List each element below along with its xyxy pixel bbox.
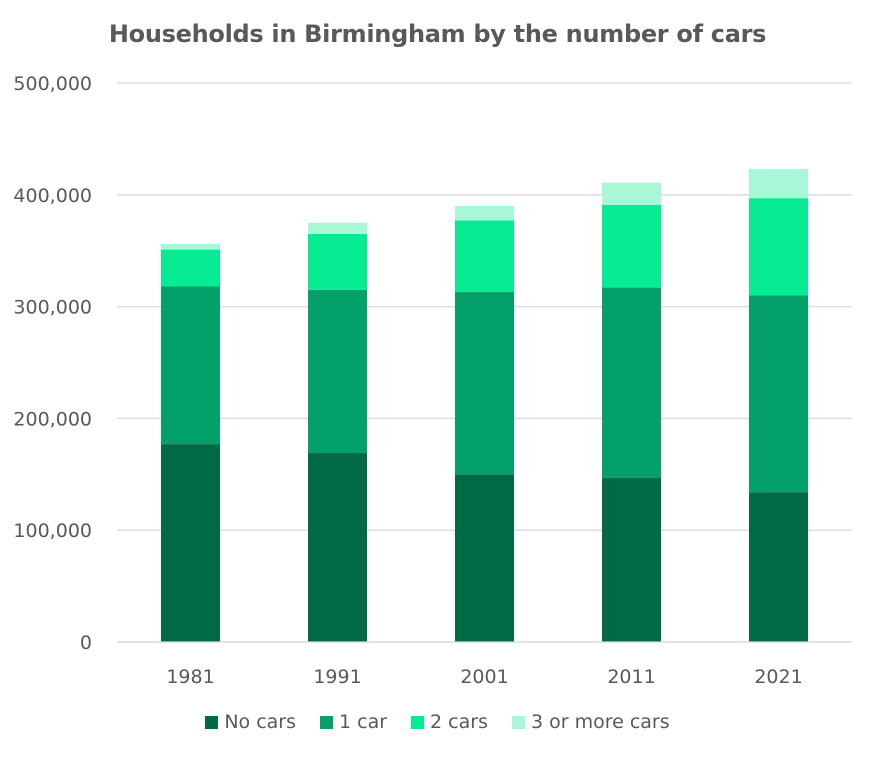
x-axis-tick-labels: 1981 1991 2001 2011 2021 — [166, 666, 802, 688]
legend-item: No cars — [205, 711, 296, 733]
x-tick-label: 1991 — [313, 666, 361, 688]
y-tick-label: 400,000 — [13, 185, 92, 207]
legend-item: 3 or more cars — [511, 711, 670, 733]
legend-item: 1 car — [320, 711, 387, 733]
x-tick-label: 2001 — [460, 666, 508, 688]
legend-swatch — [205, 715, 219, 729]
bar-segment — [455, 220, 514, 293]
x-tick-label: 2011 — [607, 666, 655, 688]
bar-segment — [308, 233, 367, 290]
bar-segment — [455, 205, 514, 221]
bar-segment — [308, 453, 367, 642]
bar-segment — [161, 286, 220, 445]
y-axis-tick-labels: 0 100,000 200,000 300,000 400,000 500,000 — [13, 73, 92, 654]
bar-segment — [308, 289, 367, 454]
y-tick-label: 0 — [80, 632, 92, 654]
bar-segment — [749, 492, 808, 642]
y-tick-label: 300,000 — [13, 297, 92, 319]
legend-label: 1 car — [339, 711, 388, 733]
legend-label: No cars — [224, 711, 297, 733]
legend: No cars 1 car 2 cars 3 or more cars — [0, 711, 875, 733]
chart-title: Households in Birmingham by the number o… — [108, 20, 767, 48]
bar-segment — [749, 198, 808, 296]
bar-segment — [602, 477, 661, 642]
bar-segment — [455, 474, 514, 642]
legend-swatch — [411, 715, 425, 729]
bar-segment — [161, 249, 220, 287]
bar-segment — [455, 292, 514, 475]
bar-segment — [749, 169, 808, 199]
legend-swatch — [511, 715, 525, 729]
bar-segment — [749, 295, 808, 493]
y-tick-label: 100,000 — [13, 520, 92, 542]
bar-segment — [161, 243, 220, 250]
legend-item: 2 cars — [411, 711, 488, 733]
y-tick-label: 500,000 — [13, 73, 92, 95]
y-tick-label: 200,000 — [13, 408, 92, 430]
bar-segment — [602, 204, 661, 288]
bars — [117, 169, 852, 643]
bar-segment — [308, 222, 367, 234]
bar-segment — [602, 287, 661, 478]
bar-segment — [602, 182, 661, 205]
chart-plot: 0 100,000 200,000 300,000 400,000 500,000 198… — [13, 73, 852, 688]
x-tick-label: 1981 — [166, 666, 214, 688]
legend-label: 2 cars — [430, 711, 488, 733]
bar-segment — [161, 444, 220, 642]
legend-swatch — [320, 715, 334, 729]
x-tick-label: 2021 — [754, 666, 802, 688]
legend-label: 3 or more cars — [530, 711, 670, 733]
